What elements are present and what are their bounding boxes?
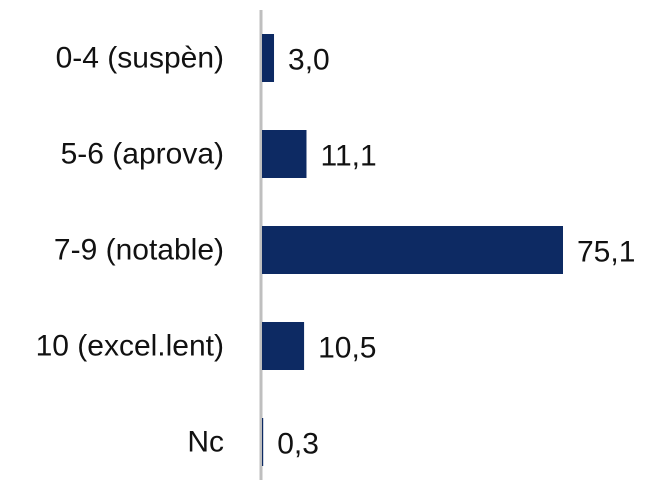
value-label: 0,3 [277, 428, 319, 461]
bar [262, 418, 264, 466]
value-label: 11,1 [320, 140, 376, 173]
value-labels-group: 3,0 11,1 75,1 10,5 0,3 [277, 44, 635, 461]
value-label: 10,5 [318, 332, 376, 365]
category-labels-group: 0-4 (suspèn) 5-6 (aprova) 7-9 (notable) 10 … [36, 42, 224, 459]
category-label: 7-9 (notable) [54, 234, 224, 267]
category-label: Nc [187, 426, 224, 459]
bar [262, 226, 563, 274]
bar [262, 130, 307, 178]
bars-group [262, 34, 563, 466]
value-label: 75,1 [577, 236, 635, 269]
bar [262, 34, 275, 82]
category-label: 0-4 (suspèn) [56, 42, 224, 75]
value-label: 3,0 [288, 44, 330, 77]
category-label: 10 (excel.lent) [36, 330, 224, 363]
category-label: 5-6 (aprova) [61, 138, 224, 171]
bar [262, 322, 305, 370]
